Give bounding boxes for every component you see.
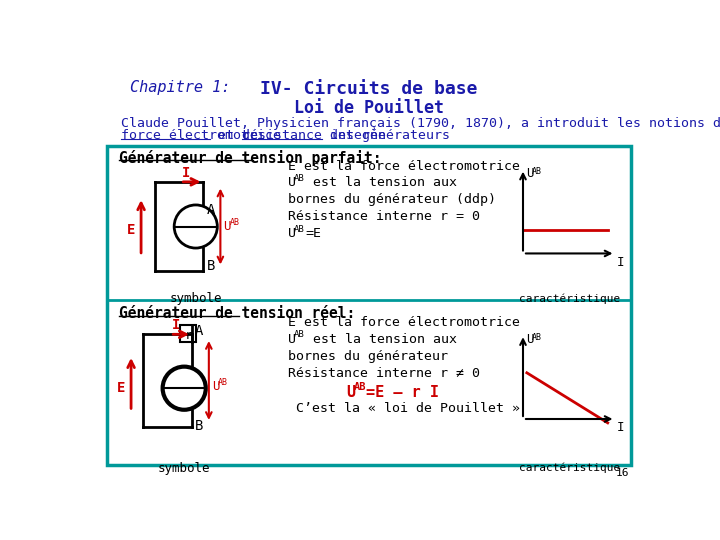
Text: AB: AB: [230, 218, 240, 227]
Text: A: A: [207, 204, 215, 218]
Text: force électromotrice: force électromotrice: [121, 130, 281, 143]
Text: U: U: [526, 333, 534, 346]
Text: AB: AB: [532, 333, 542, 342]
Text: bornes du générateur (ddp): bornes du générateur (ddp): [288, 193, 496, 206]
Text: E est la force électromotrice: E est la force électromotrice: [288, 316, 520, 329]
Text: C’est la « loi de Pouillet »: C’est la « loi de Pouillet »: [296, 402, 520, 415]
Text: E: E: [127, 224, 135, 238]
Text: Claude Pouillet, Physicien français (1790, 1870), a introduit les notions de: Claude Pouillet, Physicien français (179…: [121, 117, 720, 130]
Text: U: U: [212, 381, 220, 394]
Text: caractéristique: caractéristique: [518, 462, 620, 472]
Text: I: I: [172, 318, 181, 332]
Text: U: U: [346, 385, 355, 400]
Text: résistance interne: résistance interne: [242, 130, 386, 143]
Text: Résistance interne r ≠ 0: Résistance interne r ≠ 0: [288, 367, 480, 380]
Text: AB: AB: [218, 378, 228, 387]
Text: IV- Circuits de base: IV- Circuits de base: [260, 80, 478, 98]
Text: AB: AB: [294, 174, 305, 183]
Text: B: B: [195, 419, 203, 433]
Text: 16: 16: [616, 468, 629, 477]
Text: Loi de Pouillet: Loi de Pouillet: [294, 99, 444, 117]
Text: r: r: [184, 328, 192, 342]
Text: E est la force électromotrice: E est la force électromotrice: [288, 159, 520, 172]
Text: caractéristique: caractéristique: [518, 294, 620, 304]
Text: AB: AB: [354, 382, 366, 392]
Text: Générateur de tension réel:: Générateur de tension réel:: [119, 306, 355, 321]
Text: U: U: [526, 167, 534, 180]
Text: I: I: [617, 256, 624, 269]
Text: des générateurs: des générateurs: [322, 130, 450, 143]
Text: =E – r I: =E – r I: [366, 385, 439, 400]
Text: U: U: [223, 220, 231, 233]
Text: I: I: [617, 421, 624, 434]
Text: bornes du générateur: bornes du générateur: [288, 350, 448, 363]
Text: U: U: [288, 333, 296, 346]
Text: symbole: symbole: [169, 292, 222, 305]
Bar: [180, 325, 196, 342]
Text: est la tension aux: est la tension aux: [305, 333, 457, 346]
Text: B: B: [207, 259, 215, 273]
Text: Générateur de tension parfait:: Générateur de tension parfait:: [119, 150, 382, 165]
Text: et de: et de: [210, 130, 266, 143]
Text: AB: AB: [294, 330, 305, 340]
Text: Chapitre 1:: Chapitre 1:: [130, 80, 230, 95]
Text: Résistance interne r = 0: Résistance interne r = 0: [288, 211, 480, 224]
Text: U: U: [288, 227, 296, 240]
Text: I: I: [182, 166, 191, 179]
Text: symbole: symbole: [158, 462, 210, 475]
Text: E: E: [117, 381, 125, 395]
Text: =E: =E: [305, 227, 321, 240]
Text: A: A: [195, 323, 203, 338]
Text: est la tension aux: est la tension aux: [305, 177, 457, 190]
Text: AB: AB: [532, 167, 542, 176]
Text: AB: AB: [294, 225, 305, 234]
Bar: [107, 146, 631, 465]
Text: U: U: [288, 177, 296, 190]
